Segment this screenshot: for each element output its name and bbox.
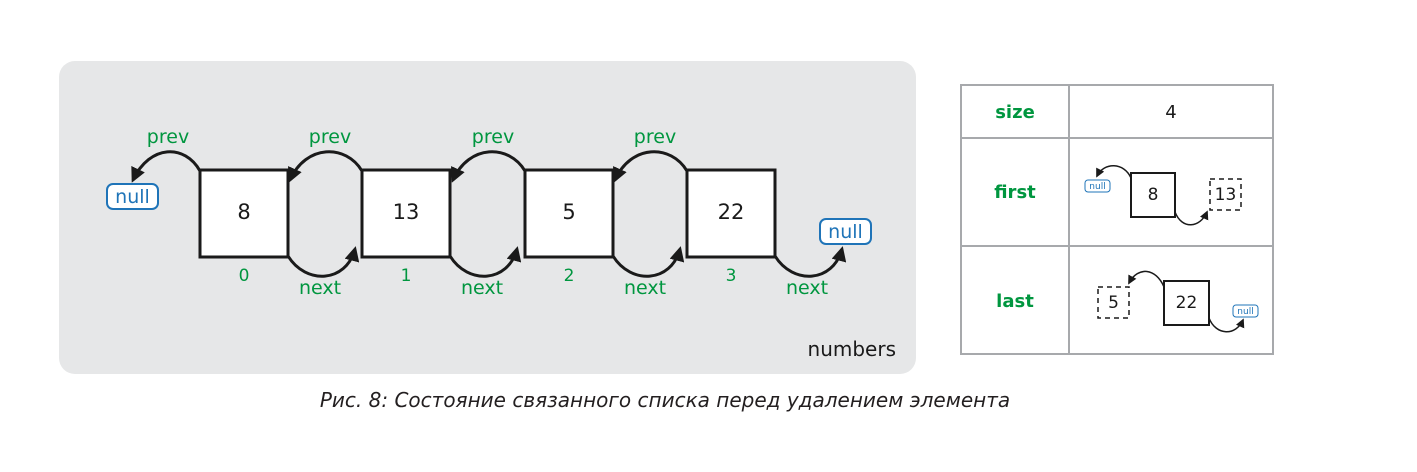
node-index: 2 — [564, 266, 575, 286]
list-node: 5 — [523, 168, 615, 259]
table-key-first: first — [994, 182, 1036, 203]
last-mini-diagram: 5 22 null — [1097, 270, 1259, 333]
node-value: 13 — [393, 200, 420, 224]
prev-arrow — [131, 150, 202, 183]
null-right: null — [819, 218, 872, 245]
next-arrow — [286, 246, 360, 278]
next-arrow — [773, 246, 847, 278]
figure-caption: Рис. 8: Состояние связанного списка пере… — [319, 388, 1011, 412]
next-arrow — [448, 246, 522, 278]
prev-arrow — [451, 150, 527, 183]
first-node-value: 8 — [1148, 185, 1159, 205]
list-node: 8 — [198, 168, 290, 259]
last-null-label: null — [1237, 307, 1253, 317]
table-value-size: 4 — [1165, 102, 1176, 123]
prev-label: prev — [634, 126, 676, 148]
node-index: 1 — [401, 266, 412, 286]
null-left: null — [106, 183, 159, 210]
prev-label: prev — [309, 126, 351, 148]
prev-label: prev — [147, 126, 189, 148]
first-null-label: null — [1089, 182, 1105, 192]
container-label: numbers — [808, 337, 896, 361]
first-mini-diagram: null 8 13 — [1084, 165, 1242, 226]
table-key-last: last — [996, 291, 1034, 312]
null-left-label: null — [115, 186, 150, 208]
list-node: 22 — [685, 168, 777, 259]
prev-label: prev — [472, 126, 514, 148]
node-index: 0 — [239, 266, 250, 286]
last-node-value: 22 — [1176, 293, 1198, 313]
list-node: 13 — [360, 168, 452, 259]
node-value: 8 — [237, 200, 250, 224]
state-table — [960, 84, 1274, 355]
next-label: next — [786, 277, 828, 299]
last-prev-value: 5 — [1108, 293, 1119, 313]
node-index: 3 — [726, 266, 737, 286]
table-key-size: size — [995, 102, 1035, 123]
next-label: next — [461, 277, 503, 299]
prev-arrow — [613, 150, 689, 183]
next-label: next — [299, 277, 341, 299]
prev-arrow — [288, 150, 364, 183]
node-value: 22 — [718, 200, 745, 224]
first-next-value: 13 — [1215, 185, 1237, 205]
null-right-label: null — [828, 221, 863, 243]
node-value: 5 — [562, 200, 575, 224]
next-label: next — [624, 277, 666, 299]
next-arrow — [611, 246, 685, 278]
